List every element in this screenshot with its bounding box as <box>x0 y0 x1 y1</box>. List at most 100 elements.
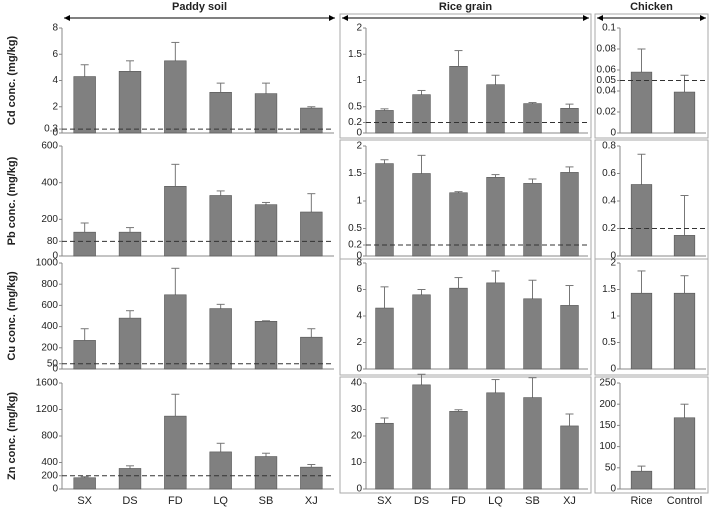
x-tick-label: SX <box>377 495 392 507</box>
y-tick-label: 0.5 <box>348 223 362 234</box>
y-tick-label: 2 <box>52 101 58 112</box>
panel-frame <box>339 13 592 139</box>
y-tick-label: 2 <box>610 258 616 269</box>
y-tick-label: 0.04 <box>597 86 617 97</box>
y-axis-label: Cd conc. (mg/kg) <box>6 36 18 126</box>
y-tick-label: 400 <box>41 457 58 468</box>
y-tick-label: 4 <box>356 311 362 322</box>
bar <box>412 94 431 134</box>
bar <box>375 307 394 370</box>
y-tick-label: 400 <box>41 177 58 188</box>
panel-frame <box>339 258 592 376</box>
y-tick-label: 1.5 <box>348 49 362 60</box>
bar <box>164 294 187 370</box>
bar <box>375 163 394 257</box>
bar <box>164 415 187 490</box>
bar <box>300 211 323 257</box>
y-tick-label: 1.5 <box>602 284 616 295</box>
y-tick-label: 400 <box>41 321 58 332</box>
bar <box>630 71 653 134</box>
x-tick-label: FD <box>451 495 466 507</box>
bar <box>560 172 579 257</box>
y-tick-label: 0 <box>356 251 362 262</box>
bar <box>523 183 542 257</box>
x-tick-label: XJ <box>305 495 318 507</box>
y-tick-label: 200 <box>41 342 58 353</box>
panel-frame <box>594 13 709 139</box>
y-tick-label: 0 <box>356 128 362 139</box>
panel-frame <box>594 258 709 376</box>
y-tick-label: 20 <box>351 431 363 442</box>
y-tick-label: 0 <box>610 128 616 139</box>
bar <box>118 71 142 134</box>
bar <box>254 204 278 257</box>
x-tick-label: FD <box>168 495 183 507</box>
bar <box>209 308 232 370</box>
y-tick-label: 0.2 <box>602 223 616 234</box>
y-tick-label: 200 <box>41 470 58 481</box>
y-tick-label: 0.08 <box>597 44 617 55</box>
y-tick-label: 0 <box>52 484 58 495</box>
bar <box>209 451 232 490</box>
y-tick-label: 1 <box>610 311 616 322</box>
y-tick-label: 2 <box>356 23 362 34</box>
panel-frame <box>594 376 709 494</box>
bar <box>486 392 505 490</box>
bar <box>486 177 505 257</box>
y-axis-label: Cu conc. (mg/kg) <box>6 271 18 361</box>
y-tick-label: 0 <box>52 128 58 139</box>
y-tick-label: 200 <box>599 399 616 410</box>
y-tick-label: 6 <box>356 284 362 295</box>
panel-frame <box>339 376 592 494</box>
bar <box>630 292 653 370</box>
y-tick-label: 0 <box>610 484 616 495</box>
y-tick-label: 4 <box>52 75 58 86</box>
y-tick-label: 0.05 <box>597 75 617 86</box>
y-tick-label: 1200 <box>36 404 59 415</box>
y-axis-label: Zn conc. (mg/kg) <box>6 392 18 480</box>
y-tick-label: 0.3 <box>44 124 58 135</box>
y-tick-label: 0.1 <box>602 23 616 34</box>
y-tick-label: 40 <box>351 378 363 389</box>
bar <box>73 477 96 490</box>
bar <box>673 91 696 134</box>
x-tick-label: Control <box>667 495 702 507</box>
x-tick-label: LQ <box>488 495 503 507</box>
bar <box>560 108 579 134</box>
bar <box>118 468 142 490</box>
y-tick-label: 1 <box>356 196 362 207</box>
bar <box>254 93 278 134</box>
x-tick-label: SB <box>525 495 540 507</box>
y-tick-label: 1600 <box>36 378 59 389</box>
bar <box>118 317 142 370</box>
y-tick-label: 1000 <box>36 258 59 269</box>
y-tick-label: 8 <box>356 258 362 269</box>
y-tick-label: 10 <box>351 457 363 468</box>
bar <box>449 287 468 370</box>
bar <box>673 235 696 257</box>
bar <box>560 425 579 490</box>
x-tick-label: XJ <box>563 495 576 507</box>
y-tick-label: 600 <box>41 141 58 152</box>
x-tick-label: DS <box>414 495 429 507</box>
bar <box>164 60 187 134</box>
bar <box>73 231 96 257</box>
y-tick-label: 0.06 <box>597 65 617 76</box>
y-tick-label: 0.8 <box>602 141 616 152</box>
bar <box>254 456 278 490</box>
bar <box>630 184 653 257</box>
bar <box>449 66 468 134</box>
y-tick-label: 0.2 <box>348 117 362 128</box>
bar <box>449 192 468 257</box>
bar <box>375 110 394 134</box>
bar <box>412 294 431 370</box>
bar <box>630 470 653 490</box>
y-tick-label: 250 <box>599 378 616 389</box>
bar <box>560 305 579 370</box>
bar <box>449 411 468 490</box>
x-tick-label: DS <box>122 495 137 507</box>
bar <box>73 76 96 134</box>
x-tick-label: LQ <box>213 495 228 507</box>
y-tick-label: 6 <box>52 49 58 60</box>
